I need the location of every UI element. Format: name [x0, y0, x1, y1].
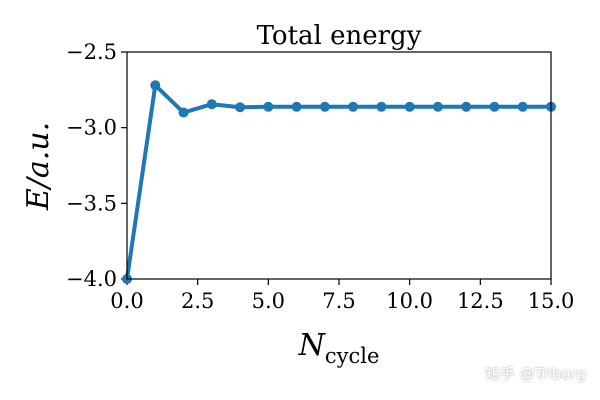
y-axis-label: E/a.u. [21, 122, 56, 211]
chart-title: Total energy [257, 21, 422, 51]
data-point [319, 101, 330, 112]
data-point [178, 107, 189, 118]
data-point [263, 101, 274, 112]
data-point [432, 101, 443, 112]
plot-frame [126, 51, 552, 280]
y-tick-label: −3.0 [66, 116, 117, 140]
data-point [489, 101, 500, 112]
data-point [404, 101, 415, 112]
y-tick-label: −2.5 [66, 40, 117, 64]
x-tick-label: 12.5 [457, 289, 504, 313]
x-tick-label: 15.0 [528, 289, 575, 313]
data-point [461, 101, 472, 112]
x-tick-label: 2.5 [181, 289, 214, 313]
x-axis-label-sub: cycle [325, 344, 380, 368]
x-tick-label: 7.5 [322, 289, 355, 313]
y-tick-label: −4.0 [66, 267, 117, 291]
x-axis-label-main: N [298, 328, 327, 363]
x-tick-label: 5.0 [252, 289, 285, 313]
x-tick-label: 0.0 [110, 289, 143, 313]
y-tick-label: −3.5 [66, 191, 117, 215]
watermark: 知乎 @Triborg [484, 365, 586, 383]
data-point [235, 102, 246, 113]
data-point [376, 101, 387, 112]
data-point [206, 99, 217, 110]
data-point [291, 101, 302, 112]
series-line [125, 83, 551, 280]
data-point [517, 101, 528, 112]
data-point [348, 101, 359, 112]
y-axis-label-text: E/a.u. [21, 122, 56, 211]
data-point [150, 80, 161, 91]
x-tick-label: 10.0 [386, 289, 433, 313]
x-axis-label: Ncycle [298, 328, 380, 368]
